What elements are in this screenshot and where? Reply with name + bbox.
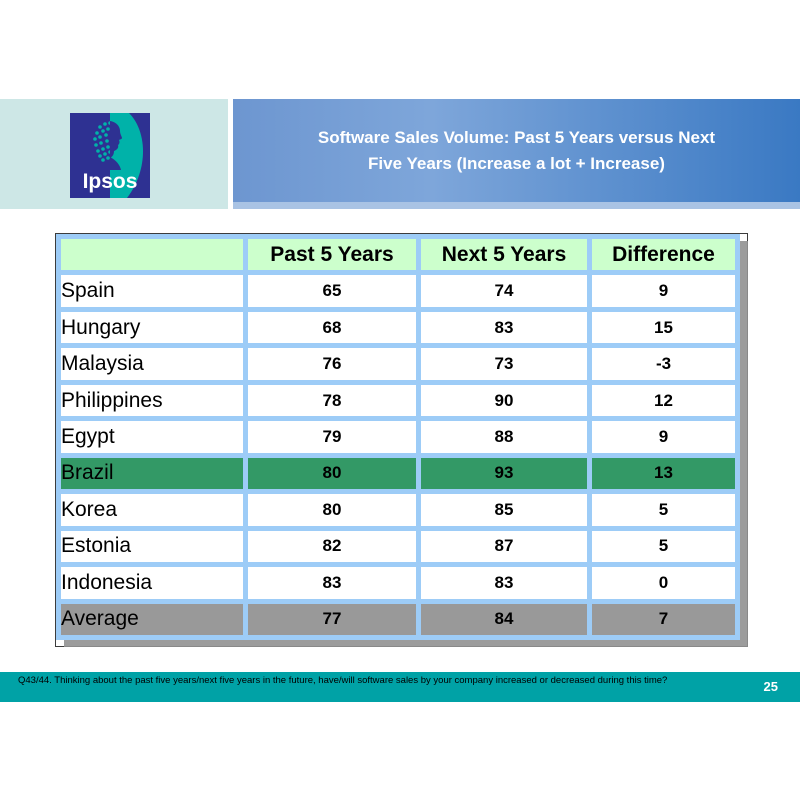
logo-face-profile: [110, 121, 122, 158]
column-header-next: Next 5 Years: [416, 233, 592, 276]
table-body: Past 5 Years Next 5 Years Difference Spa…: [56, 233, 740, 641]
table-row: Spain 65 74 9: [56, 270, 740, 312]
row-label: Indonesia: [56, 562, 248, 604]
cell-difference: 0: [587, 562, 740, 604]
table-row: Average 77 84 7: [56, 598, 740, 641]
row-label: Average: [56, 598, 248, 641]
slide-title-line-2: Five Years (Increase a lot + Increase): [368, 153, 665, 173]
logo-wordmark: Ipsos: [83, 170, 138, 193]
row-label: Brazil: [56, 452, 248, 495]
data-table: Past 5 Years Next 5 Years Difference Spa…: [56, 233, 740, 641]
column-header-empty: [56, 233, 248, 276]
cell-past-5-years: 82: [243, 525, 421, 568]
table-row: Hungary 68 83 15: [56, 306, 740, 349]
cell-past-5-years: 79: [243, 416, 421, 458]
cell-next-5-years: 93: [416, 452, 592, 495]
column-header-past: Past 5 Years: [243, 233, 421, 276]
cell-past-5-years: 78: [243, 379, 421, 422]
table-row: Brazil 80 93 13: [56, 452, 740, 495]
table-row: Philippines 78 90 12: [56, 379, 740, 422]
cell-difference: 7: [587, 598, 740, 641]
cell-difference: 5: [587, 525, 740, 568]
cell-past-5-years: 83: [243, 562, 421, 604]
cell-next-5-years: 74: [416, 270, 592, 312]
row-label: Spain: [56, 270, 248, 312]
table-row: Malaysia 76 73 -3: [56, 343, 740, 385]
cell-past-5-years: 68: [243, 306, 421, 349]
row-label: Korea: [56, 489, 248, 531]
table-row: Egypt 79 88 9: [56, 416, 740, 458]
cell-past-5-years: 80: [243, 452, 421, 495]
cell-next-5-years: 85: [416, 489, 592, 531]
cell-difference: 5: [587, 489, 740, 531]
table-row: Estonia 82 87 5: [56, 525, 740, 568]
ipsos-logo-icon: Ipsos: [70, 113, 150, 198]
cell-difference: 15: [587, 306, 740, 349]
question-note: Q43/44. Thinking about the past five yea…: [18, 675, 668, 686]
row-label: Estonia: [56, 525, 248, 568]
cell-next-5-years: 84: [416, 598, 592, 641]
cell-past-5-years: 80: [243, 489, 421, 531]
cell-next-5-years: 83: [416, 306, 592, 349]
slide-title-line-1: Software Sales Volume: Past 5 Years vers…: [317, 128, 716, 147]
cell-next-5-years: 90: [416, 379, 592, 422]
row-label: Egypt: [56, 416, 248, 458]
row-label: Hungary: [56, 306, 248, 349]
table-header-row: Past 5 Years Next 5 Years Difference: [56, 233, 740, 276]
logo-hair-dots: [93, 121, 112, 162]
table-container: Past 5 Years Next 5 Years Difference Spa…: [55, 233, 748, 647]
cell-past-5-years: 76: [243, 343, 421, 385]
cell-past-5-years: 65: [243, 270, 421, 312]
logo-neck: [110, 157, 121, 170]
cell-difference: 13: [587, 452, 740, 495]
cell-difference: 9: [587, 416, 740, 458]
cell-difference: -3: [587, 343, 740, 385]
cell-difference: 12: [587, 379, 740, 422]
table-row: Korea 80 85 5: [56, 489, 740, 531]
row-label: Philippines: [56, 379, 248, 422]
slide-title-bar: Software Sales Volume: Past 5 Years vers…: [233, 99, 800, 209]
table-row: Indonesia 83 83 0: [56, 562, 740, 604]
cell-next-5-years: 87: [416, 525, 592, 568]
footer-bar: Q43/44. Thinking about the past five yea…: [0, 672, 800, 702]
cell-past-5-years: 77: [243, 598, 421, 641]
column-header-difference: Difference: [587, 233, 740, 276]
row-label: Malaysia: [56, 343, 248, 385]
cell-difference: 9: [587, 270, 740, 312]
page-number: 25: [763, 679, 778, 694]
cell-next-5-years: 73: [416, 343, 592, 385]
logo-band: Ipsos: [0, 99, 228, 209]
cell-next-5-years: 88: [416, 416, 592, 458]
cell-next-5-years: 83: [416, 562, 592, 604]
